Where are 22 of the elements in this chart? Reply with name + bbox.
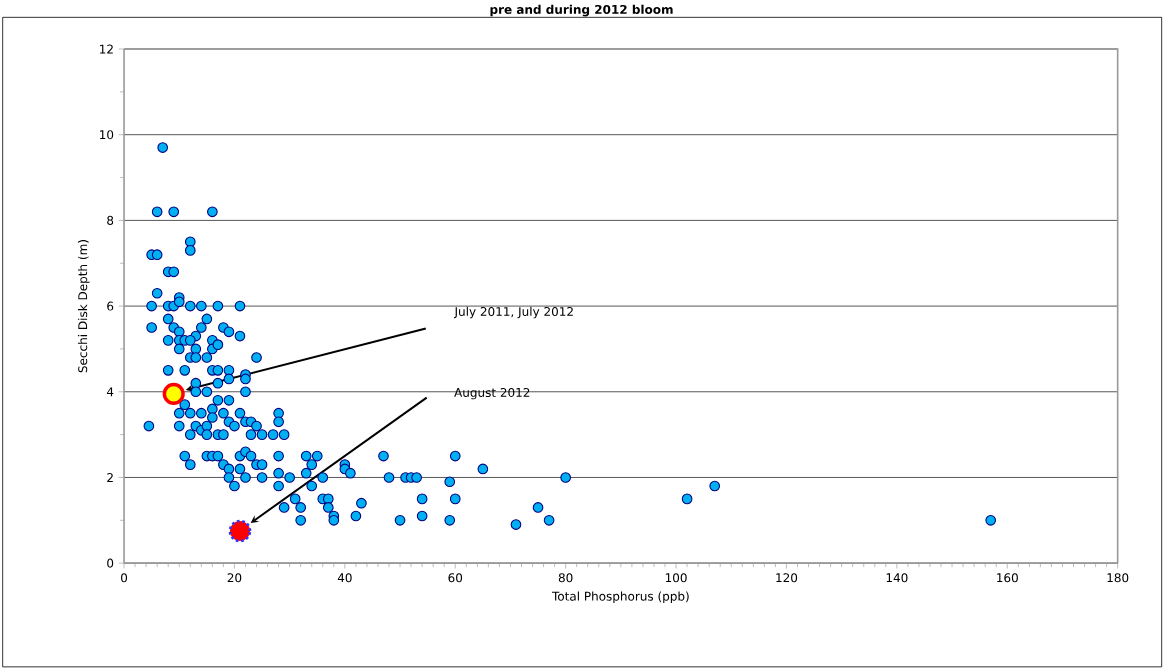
x-tick-label: 40 [337, 573, 352, 583]
x-tick-label: 80 [558, 573, 573, 583]
x-tick-label: 160 [997, 573, 1018, 583]
x-tick-label: 100 [665, 573, 687, 583]
annotation: July 2011, July 2012 [453, 306, 573, 319]
x-tick-label: 120 [776, 573, 798, 583]
x-tick-label: 20 [227, 573, 242, 583]
x-axis-title: Total Phosphorus (ppb) [551, 591, 689, 603]
y-axis-title: Secchi Disk Depth (m) [77, 240, 90, 373]
y-tick-label: 0 [107, 558, 114, 568]
chart-title: pre and during 2012 bloom [490, 4, 673, 17]
y-tick-label: 10 [100, 130, 114, 140]
x-tick-label: 180 [1107, 573, 1129, 583]
x-tick-label: 60 [448, 573, 463, 583]
y-tick-label: 12 [100, 44, 113, 54]
y-tick-label: 2 [107, 472, 113, 482]
y-tick-label: 6 [107, 301, 114, 311]
y-tick-label: 4 [106, 387, 114, 397]
x-tick-label: 140 [886, 573, 908, 583]
x-tick-label: 0 [121, 573, 128, 583]
annotation: August 2012 [454, 387, 530, 400]
y-tick-label: 8 [107, 215, 114, 225]
